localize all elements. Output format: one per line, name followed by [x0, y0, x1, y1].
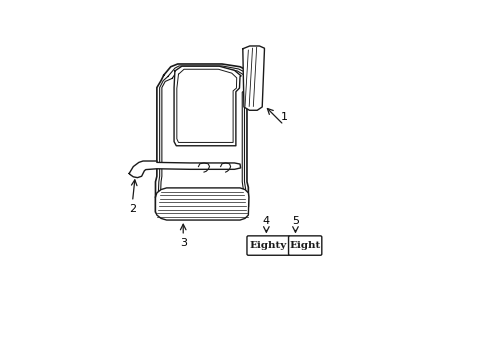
Text: 2: 2	[129, 204, 136, 214]
Polygon shape	[243, 46, 265, 110]
Text: Eighty: Eighty	[250, 241, 287, 250]
Polygon shape	[174, 66, 241, 146]
Polygon shape	[155, 188, 249, 220]
Polygon shape	[155, 64, 252, 216]
Text: 5: 5	[292, 216, 299, 226]
Text: 3: 3	[180, 238, 187, 248]
FancyBboxPatch shape	[247, 236, 290, 255]
Text: 4: 4	[263, 216, 270, 226]
Polygon shape	[129, 161, 241, 177]
Text: Eight: Eight	[290, 241, 321, 250]
FancyBboxPatch shape	[289, 236, 322, 255]
Text: 1: 1	[281, 112, 288, 122]
